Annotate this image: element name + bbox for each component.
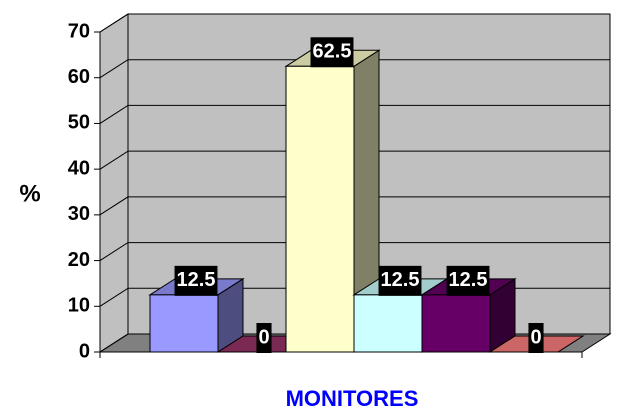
grid-line xyxy=(99,242,129,261)
data-label: 12.5 xyxy=(449,269,488,291)
grid-line xyxy=(99,333,129,353)
data-label-bg xyxy=(528,323,544,353)
y-tick-label: 30 xyxy=(68,203,90,225)
grid-line xyxy=(99,13,129,33)
data-label-bg xyxy=(378,265,422,296)
side-wall xyxy=(99,13,129,353)
data-label: 62.5 xyxy=(313,41,352,63)
grid-line xyxy=(99,59,129,79)
bar xyxy=(149,294,219,353)
data-label-bg xyxy=(256,323,272,353)
bar xyxy=(421,294,491,353)
grid-line xyxy=(99,287,129,307)
data-label: 12.5 xyxy=(381,269,420,291)
data-label-bg xyxy=(174,265,218,296)
data-label: 12.5 xyxy=(177,269,216,291)
bar xyxy=(285,65,355,353)
bar xyxy=(353,294,423,353)
y-tick-label: 10 xyxy=(68,295,90,317)
data-label-bg xyxy=(446,265,490,296)
grid-line xyxy=(99,105,129,124)
data-label: 0 xyxy=(530,326,541,348)
y-tick-label: 50 xyxy=(68,112,90,134)
x-tick-label: MONITORES xyxy=(286,386,419,411)
y-tick-label: 0 xyxy=(79,340,90,362)
y-tick-label: 20 xyxy=(68,249,90,271)
grid-line xyxy=(99,196,129,216)
y-tick-label: 40 xyxy=(68,157,90,179)
y-tick-label: 60 xyxy=(68,66,90,88)
data-label-bg xyxy=(310,37,354,68)
data-label: 0 xyxy=(258,326,269,348)
grid-line xyxy=(99,150,129,170)
y-tick-label: 70 xyxy=(68,20,90,42)
y-axis-label: % xyxy=(19,180,40,207)
